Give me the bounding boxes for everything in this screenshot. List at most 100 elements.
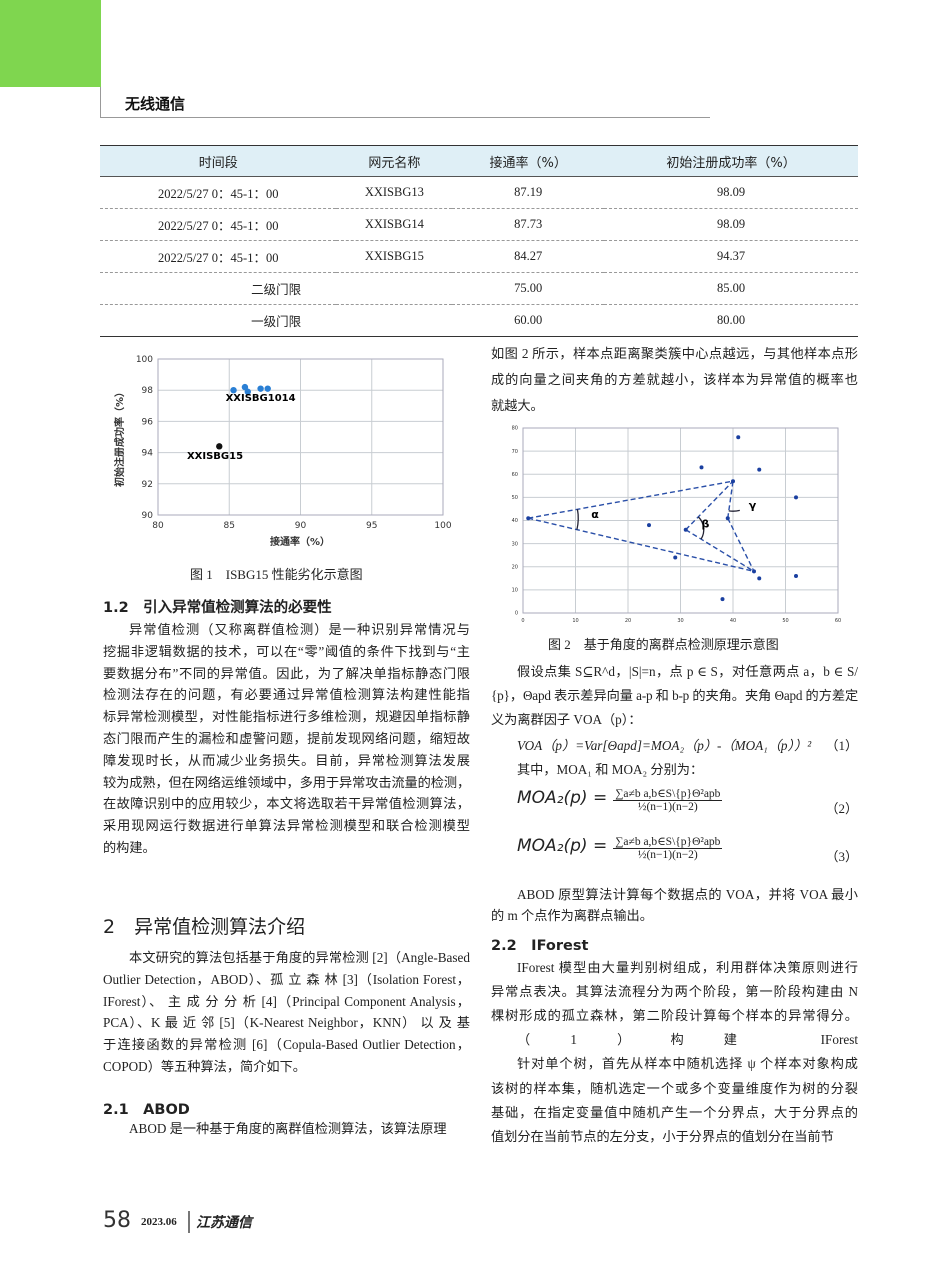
table-cell: 80.00 [604, 304, 858, 337]
col-header: 网元名称 [336, 145, 453, 177]
header-rule [100, 117, 710, 118]
text-line: 挖掘非逻辑数据的技术，可以在“零”阈值的条件下找到与“主 [103, 643, 470, 659]
y-tick-label: 96 [142, 417, 154, 427]
threshold-label: 一级门限 [100, 304, 453, 337]
point-annotation: XXISBG1014 [226, 393, 296, 404]
equation-lhs: MOA₂(p) = [517, 788, 608, 809]
equation-lhs: MOA₂(p) = [517, 836, 608, 857]
journal-logo: 江苏通信 [196, 1216, 252, 1231]
data-point [526, 516, 531, 521]
text-line: 针对单个树，首先从样本中随机选择 ψ 个样本对象构成 [517, 1056, 858, 1072]
table-row: 2022/5/27 0：45-1：00 XXISBG13 87.19 98.09 [100, 176, 858, 209]
data-point [720, 597, 725, 602]
equation-3: MOA₂(p) = ∑a≠b a,b∈S\{p}Θ²apb ½(n−1)(n−2) … [517, 834, 858, 878]
x-tick-label: 10 [572, 618, 578, 624]
text-line: 基础，在指定变量值中随机产生一个分界点，大于分界点的 [491, 1104, 858, 1120]
table-cell: 84.27 [452, 240, 605, 273]
data-point [725, 516, 730, 521]
dashed-line [685, 480, 734, 531]
data-point [794, 574, 798, 578]
equation-1-body: VOA（p）=Var[Θapd]=MOA₂（p）-（MOA₁（p））² [517, 738, 812, 753]
fraction: ∑a≠b a,b∈S\{p}Θ²apb ½(n−1)(n−2) [613, 834, 723, 861]
table-cell: 87.19 [452, 176, 605, 209]
text-line: 就越大。 [491, 398, 544, 413]
text-line: 该树的样本集，随机选定一个或多个变量维度作为树的分裂 [491, 1080, 858, 1096]
y-tick-label: 80 [512, 426, 518, 432]
threshold-row: 二级门限 75.00 85.00 [100, 272, 858, 305]
col-header: 初始注册成功率（%） [604, 145, 858, 177]
y-tick-label: 70 [512, 449, 518, 455]
text-line: IForest 模型由大量判别树组成，利用群体决策原则进行 [517, 960, 858, 975]
text-line: 的 m 个点作为离群点输出。 [491, 908, 653, 923]
text-line: 值划分在当前节点的左分支，小于分界点的值划分在当前节 [491, 1128, 834, 1144]
angle-label: γ [749, 499, 757, 512]
y-tick-label: 20 [512, 564, 518, 570]
data-point [241, 383, 249, 391]
x-tick-label: 60 [835, 618, 841, 624]
running-header: 无线通信 [125, 95, 186, 113]
denominator: ½(n−1)(n−2) [637, 801, 698, 813]
y-axis-label: 初始注册成功率（%） [113, 387, 126, 487]
section-2-2-heading: 2.2 IForest [491, 938, 589, 954]
text-line: 检测法存在的问题，有必要通过异常值检测算法构建性能指 [103, 687, 470, 703]
y-tick-label: 40 [512, 518, 518, 524]
y-tick-label: 0 [515, 611, 518, 617]
text-line: 本文研究的算法包括基于角度的异常检测 [2]（Angle-Based [129, 950, 470, 965]
equation-number: （1） [825, 738, 858, 753]
dashed-line [528, 517, 755, 573]
text-line: {p}，Θapd 表示差异向量 a-p 和 b-p 的夹角。夹角 Θapd 的方… [491, 688, 858, 703]
y-tick-label: 10 [512, 588, 518, 594]
text-line: Outlier Detection，ABOD）、孤 立 森 林 [3]（Isol… [103, 971, 470, 987]
data-point [794, 495, 798, 500]
x-tick-label: 90 [295, 521, 307, 531]
footer-divider [188, 1211, 190, 1233]
header-divider [100, 87, 101, 117]
text-line: 态门限而产生的漏检和虚警问题，提前发现网络问题，缩短故 [103, 731, 470, 746]
angle-label: α [591, 508, 599, 521]
fraction: ∑a≠b a,b∈S\{p}Θ²apb ½(n−1)(n−2) [613, 786, 723, 813]
x-tick-label: 50 [782, 618, 788, 624]
y-tick-label: 94 [142, 449, 154, 459]
x-tick-label: 85 [224, 521, 235, 531]
x-tick-label: 0 [521, 618, 524, 624]
angle-arc [728, 509, 740, 512]
x-tick-label: 80 [152, 521, 164, 531]
data-point [673, 555, 678, 560]
threshold-row: 一级门限 60.00 80.00 [100, 304, 858, 337]
text-line: 义为离群因子 VOA（p）： [491, 712, 642, 727]
x-axis-label: 接通率（%） [270, 535, 330, 548]
data-point [244, 388, 251, 395]
dashed-line [727, 517, 755, 572]
color-tab [0, 0, 101, 87]
text-line: 假设点集 S⊆R^d，|S|=n，点 p ∈ S，对任意两点 a，b ∈ S/ [517, 664, 858, 679]
table-row: 2022/5/27 0：45-1：00 XXISBG14 87.73 98.09 [100, 208, 858, 241]
y-tick-label: 92 [142, 480, 153, 490]
y-tick-label: 98 [142, 386, 154, 396]
text-line: 障发现时长，从而减少业务损失。目前，异常检测算法发展 [103, 752, 470, 768]
table-cell: 85.00 [604, 272, 858, 305]
angle-label: β [702, 517, 710, 530]
data-point [736, 435, 741, 440]
data-point [752, 569, 756, 574]
text-line: 于连接函数的异常检测 [6]（Copula-Based Outlier Dete… [103, 1037, 470, 1053]
text-line: COPOD）等五种算法，简介如下。 [103, 1059, 306, 1074]
data-point [757, 576, 762, 581]
text-line: 如图 2 所示，样本点距离聚类簇中心点越远，与其他样本点形 [491, 346, 858, 361]
text-line: 较为成熟，但在网络运维领域中，多用于异常攻击流量的检测， [103, 774, 470, 790]
figure-2-chart: 0 10 20 30 40 50 60 0 10 20 30 40 50 60 70 80 α β γ [512, 426, 842, 624]
x-tick-label: 40 [730, 618, 736, 624]
text-line: IForest）、 主 成 分 分 析 [4]（Principal Compon… [103, 993, 470, 1009]
text-line: 的构建。 [103, 840, 156, 855]
table-cell: 2022/5/27 0：45-1：00 [100, 208, 337, 241]
numerator: ∑a≠b a,b∈S\{p}Θ²apb [613, 788, 723, 801]
data-point [731, 479, 735, 484]
figure-1-chart: 80 85 90 95 100 90 92 94 96 98 100 XXISBG1014 XXISBG… [113, 355, 452, 548]
text-line: 要数据分布”不同的异常值。因此，为了解决单指标静态门限 [103, 665, 470, 681]
table-cell: 2022/5/27 0：45-1：00 [100, 176, 337, 209]
denominator: ½(n−1)(n−2) [637, 849, 698, 861]
equation-1: VOA（p）=Var[Θapd]=MOA₂（p）-（MOA₁（p））² （1） [491, 736, 858, 756]
plot-frame [522, 427, 839, 614]
figure-2-caption: 图 2 基于角度的离群点检测原理示意图 [548, 637, 779, 652]
text-line: 成的向量之间夹角的方差就越小，该样本为异常值的概率也 [491, 372, 858, 387]
equation-number: （2） [825, 801, 858, 816]
